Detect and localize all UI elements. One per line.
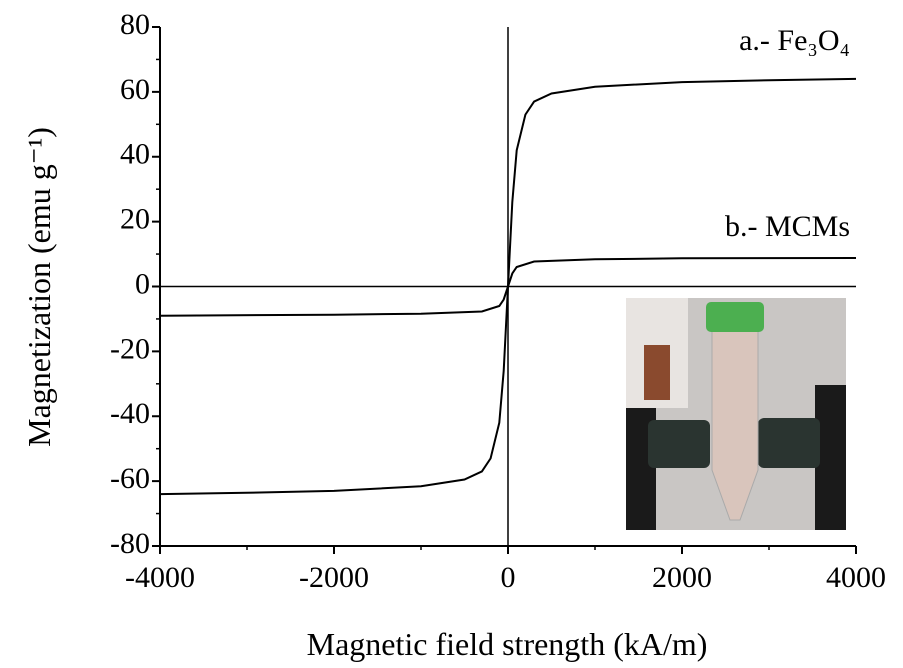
photo-cap xyxy=(706,302,764,332)
inset-photo xyxy=(626,298,846,530)
y-tick-label: 60 xyxy=(120,73,150,106)
x-tick-label: -2000 xyxy=(299,561,369,594)
x-axis-title: Magnetic field strength (kA/m) xyxy=(307,626,708,662)
x-tick-label: 2000 xyxy=(652,561,712,594)
series-label: a.- Fe₃O₄ xyxy=(739,24,850,57)
series-label: b.- MCMs xyxy=(725,210,850,243)
y-tick-label: -80 xyxy=(110,527,150,560)
line xyxy=(159,257,857,317)
y-tick-label: 40 xyxy=(120,138,150,171)
x-tick-label: -4000 xyxy=(125,561,195,594)
y-tick-label: 20 xyxy=(120,203,150,236)
y-tick-label: 80 xyxy=(120,8,150,41)
x-tick-label: 0 xyxy=(501,561,516,594)
photo-magnet-right xyxy=(758,418,820,468)
photo-stand-right xyxy=(815,385,846,530)
y-axis-title: Magnetization (emu g⁻¹) xyxy=(21,127,57,447)
y-tick-label: -20 xyxy=(110,332,150,365)
photo-small-tube xyxy=(644,345,670,400)
photo-magnet-left xyxy=(648,420,710,468)
y-tick-label: 0 xyxy=(135,267,150,300)
x-tick-label: 4000 xyxy=(826,561,886,594)
y-tick-label: -40 xyxy=(110,397,150,430)
y-tick-label: -60 xyxy=(110,462,150,495)
